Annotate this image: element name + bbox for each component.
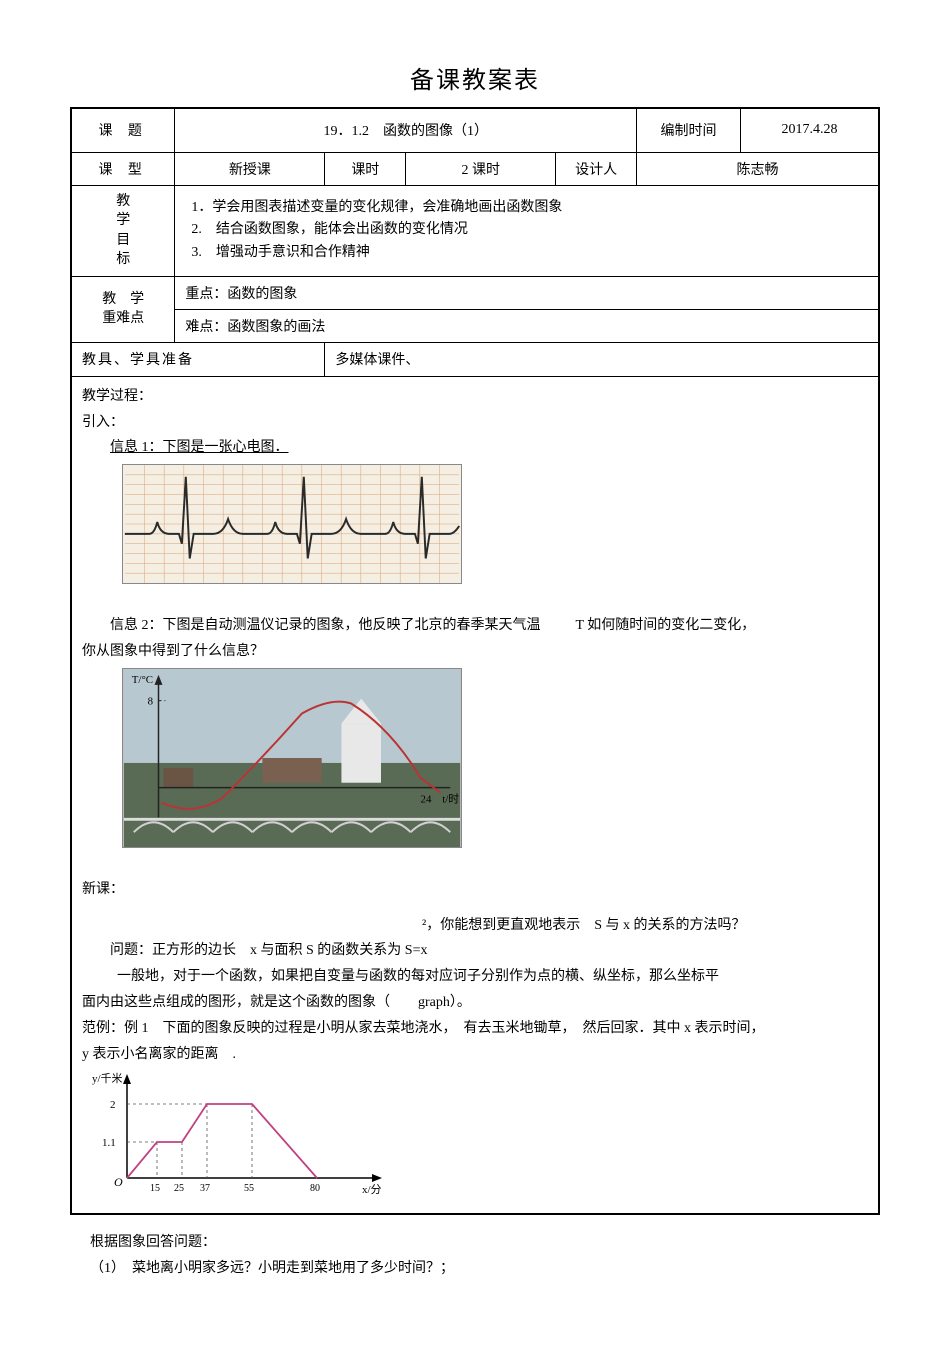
ecg-figure [122, 464, 462, 584]
info2-text-a: 信息 2：下图是自动测温仪记录的图象，他反映了北京的春季某天气温 [110, 618, 541, 633]
question-line: 问题：正方形的边长 x 与面积 S 的函数关系为 S=x [82, 939, 868, 963]
keypoints-label: 教 学重难点 [71, 276, 175, 342]
objective-item: 3. 增强动手意识和合作精神 [191, 242, 868, 264]
objectives-label: 教学目标 [71, 185, 175, 276]
trip-chart: y/千米 x/分 O 1.1 2 15 25 37 55 80 [92, 1068, 392, 1198]
svg-text:25: 25 [174, 1183, 184, 1194]
period-label: 课时 [325, 152, 406, 185]
svg-text:8: 8 [148, 695, 154, 707]
page-title: 备课教案表 [70, 60, 880, 95]
footer-heading: 根据图象回答问题： [90, 1231, 870, 1255]
example-line-2: y 表示小名离家的距离 . [82, 1043, 868, 1067]
designer-label: 设计人 [556, 152, 637, 185]
info2-text-c: 你从图象中得到了什么信息？ [82, 640, 868, 664]
compose-time-value: 2017.4.28 [740, 108, 879, 152]
svg-text:x/分: x/分 [362, 1183, 382, 1196]
topic-label: 课 题 [71, 108, 175, 152]
compose-time-label: 编制时间 [637, 108, 741, 152]
info1-text: 信息 1：下图是一张心电图． [110, 440, 289, 455]
example-line-1: 范例：例 1 下面的图象反映的过程是小明从家去菜地浇水， 有去玉米地锄草， 然后… [82, 1017, 868, 1041]
svg-text:y/千米: y/千米 [92, 1072, 123, 1085]
lesson-plan-table: 课 题 19．1.2 函数的图像（1） 编制时间 2017.4.28 课 型 新… [70, 107, 880, 1215]
intro-label: 引入： [82, 411, 868, 435]
svg-text:80: 80 [310, 1183, 320, 1194]
tools-label: 教具、学具准备 [71, 342, 325, 376]
focus-value: 重点：函数的图象 [175, 276, 879, 309]
temp-y-label: T/°C [132, 674, 153, 686]
svg-text:2: 2 [110, 1099, 116, 1111]
new-section-label: 新课： [82, 878, 868, 902]
process-heading: 教学过程： [82, 385, 868, 409]
objective-item: 1．学会用图表描述变量的变化规律，会准确地画出函数图象 [191, 197, 868, 219]
type-label: 课 型 [71, 152, 175, 185]
question-superscript-line: ²，你能想到更直观地表示 S 与 x 的关系的方法吗？ [82, 914, 868, 938]
type-value: 新授课 [175, 152, 325, 185]
teaching-process-cell: 教学过程： 引入： 信息 1：下图是一张心电图． [71, 376, 879, 1214]
svg-text:O: O [114, 1175, 123, 1189]
svg-text:1.1: 1.1 [102, 1137, 116, 1149]
svg-text:24 t/时: 24 t/时 [421, 792, 460, 805]
svg-text:37: 37 [200, 1183, 210, 1194]
definition-line-1: 一般地，对于一个函数，如果把自变量与函数的每对应诃子分别作为点的横、纵坐标，那么… [82, 965, 868, 989]
period-value: 2 课时 [406, 152, 556, 185]
tools-value: 多媒体课件、 [325, 342, 879, 376]
designer-value: 陈志畅 [637, 152, 879, 185]
definition-line-2: 面内由这些点组成的图形，就是这个函数的图象（ graph）。 [82, 991, 868, 1015]
temperature-figure: T/°C 8 24 t/时 [122, 668, 462, 848]
objectives-cell: 1．学会用图表描述变量的变化规律，会准确地画出函数图象 2. 结合函数图象，能体… [175, 185, 879, 276]
svg-text:15: 15 [150, 1183, 160, 1194]
footer-questions: 根据图象回答问题： （1） 菜地离小明家多远？小明走到菜地用了多少时间？； [90, 1231, 870, 1281]
footer-q1: （1） 菜地离小明家多远？小明走到菜地用了多少时间？； [90, 1257, 870, 1281]
objective-item: 2. 结合函数图象，能体会出函数的变化情况 [191, 219, 868, 241]
info2-text-b: T 如何随时间的变化二变化， [576, 618, 756, 633]
topic-value: 19．1.2 函数的图像（1） [175, 108, 637, 152]
svg-text:55: 55 [244, 1183, 254, 1194]
difficulty-value: 难点：函数图象的画法 [175, 309, 879, 342]
